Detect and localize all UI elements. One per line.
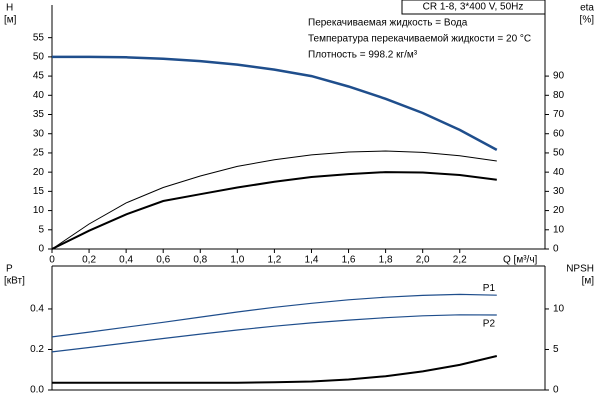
annotation: Перекачиваемая жидкость = Вода xyxy=(308,18,468,29)
y2-tick-label: 50 xyxy=(553,148,565,159)
x-tick-label: 0,2 xyxy=(82,255,96,266)
x-tick-label: 0,4 xyxy=(119,255,133,266)
annotation: Плотность = 998.2 кг/м³ xyxy=(308,50,418,61)
y2-tick-label: 0 xyxy=(553,244,559,255)
x-tick-label: 1,4 xyxy=(305,255,319,266)
y-tick-label: 25 xyxy=(33,148,45,159)
series-label: P1 xyxy=(483,283,496,294)
y-tick-label: 0.2 xyxy=(30,344,44,355)
y2-tick-label: 5 xyxy=(553,344,559,355)
y2-tick-label: 40 xyxy=(553,167,565,178)
x-tick-label: 1,6 xyxy=(342,255,356,266)
y2-axis-unit: [%] xyxy=(580,15,595,26)
y2-tick-label: 0 xyxy=(553,385,559,396)
x-tick-label: 0 xyxy=(49,255,55,266)
series-line xyxy=(51,150,497,250)
y2-axis-label: NPSH xyxy=(566,264,594,275)
y-tick-label: 15 xyxy=(33,186,45,197)
y2-tick-label: 90 xyxy=(553,71,565,82)
x-tick-label: 2,0 xyxy=(416,255,430,266)
y2-axis-label: eta xyxy=(580,3,594,14)
y-tick-label: 40 xyxy=(33,90,45,101)
series-label: P2 xyxy=(483,319,496,330)
y2-tick-label: 60 xyxy=(553,128,565,139)
y-axis-unit: [м] xyxy=(4,15,17,26)
y-tick-label: 0.0 xyxy=(30,385,44,396)
y2-tick-label: 20 xyxy=(553,205,565,216)
x-tick-label: 2,2 xyxy=(453,255,467,266)
annotation: Температура перекачиваемой жидкости = 20… xyxy=(308,34,531,45)
y2-tick-label: 10 xyxy=(553,224,565,235)
x-tick-label: 1,8 xyxy=(379,255,393,266)
y-tick-label: 5 xyxy=(38,224,44,235)
x-axis-label: Q [м³/ч] xyxy=(503,255,538,266)
y-tick-label: 55 xyxy=(33,32,45,43)
series-line xyxy=(52,355,498,384)
y-axis-label: P xyxy=(6,264,13,275)
y2-tick-label: 10 xyxy=(553,304,565,315)
series-line xyxy=(51,314,497,353)
y-tick-label: 20 xyxy=(33,167,45,178)
y-tick-label: 0.4 xyxy=(30,304,44,315)
series-line xyxy=(52,55,498,152)
y2-tick-label: 70 xyxy=(553,109,565,120)
x-tick-label: 1,0 xyxy=(230,255,244,266)
y2-tick-label: 30 xyxy=(553,186,565,197)
y-tick-label: 0 xyxy=(38,244,44,255)
series-line xyxy=(51,171,497,250)
y-tick-label: 50 xyxy=(33,52,45,63)
y2-axis-unit: [м] xyxy=(582,276,595,287)
y-axis-unit: [кВт] xyxy=(4,276,25,287)
series-line xyxy=(51,293,497,338)
chart-title: CR 1-8, 3*400 V, 50Hz xyxy=(423,2,524,13)
y-tick-label: 30 xyxy=(33,128,45,139)
y2-tick-label: 80 xyxy=(553,90,565,101)
y-tick-label: 10 xyxy=(33,205,45,216)
y-tick-label: 35 xyxy=(33,109,45,120)
x-tick-label: 0,8 xyxy=(193,255,207,266)
y-tick-label: 45 xyxy=(33,71,45,82)
y-axis-label: H xyxy=(6,3,13,14)
x-tick-label: 0,6 xyxy=(156,255,170,266)
x-tick-label: 1,2 xyxy=(267,255,281,266)
